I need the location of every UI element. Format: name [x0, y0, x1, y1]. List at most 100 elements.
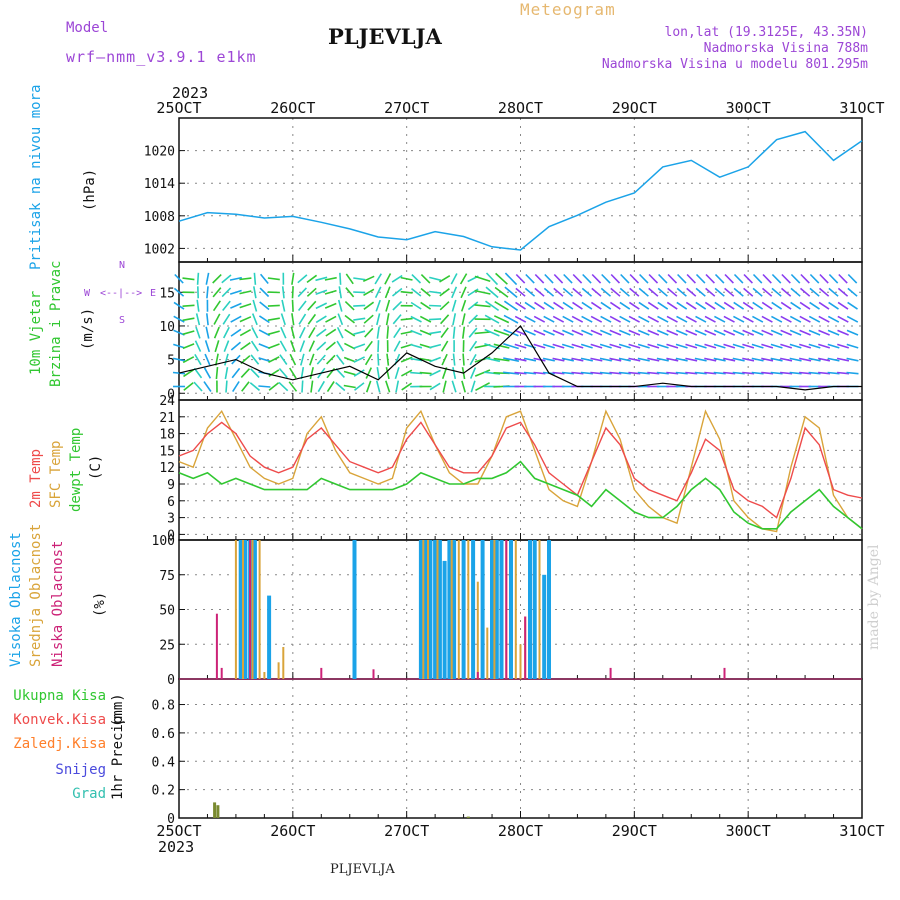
wind-arrow	[452, 353, 456, 366]
wind-arrow	[553, 273, 564, 284]
wind-arrow	[675, 371, 688, 375]
dewpoint-line	[178, 460, 863, 530]
model-elevation-label: Nadmorska Visina u modelu 801.295m	[601, 57, 868, 72]
wind-arrow	[474, 289, 491, 295]
cloud-bar	[427, 540, 429, 679]
wind-arrow	[572, 273, 583, 284]
wind-arrow	[819, 273, 829, 284]
x-tick-label-bottom: 26OCT	[270, 822, 315, 840]
wind-arrow	[580, 343, 593, 349]
wind-arrow	[561, 357, 574, 362]
wind-arrow	[657, 287, 668, 297]
wind-arrow	[666, 301, 678, 310]
y-tick-label: 0.4	[152, 755, 176, 770]
panel-frame-precipitation	[178, 678, 863, 819]
cloud-bar	[528, 540, 532, 679]
wind-arrow	[543, 329, 555, 336]
cloud-bar	[437, 540, 442, 679]
wind-arrow	[723, 357, 736, 362]
wind-arrow	[173, 343, 185, 349]
wind-arrow	[704, 315, 716, 323]
wind-arrow	[619, 301, 631, 310]
wind-arrow	[694, 357, 707, 362]
wind-arrow	[241, 381, 250, 392]
wind-arrow	[780, 329, 792, 336]
wind-arrow	[462, 326, 466, 339]
wind-arrow	[837, 329, 849, 336]
wind-arrow	[429, 369, 441, 377]
wind-arrow	[714, 301, 726, 310]
wind-arrow	[439, 275, 451, 283]
cloud-bar	[486, 627, 489, 679]
compass-west: W	[84, 288, 91, 299]
wind-arrow	[713, 343, 726, 349]
wind-arrow	[279, 340, 287, 352]
precip-bar	[213, 802, 217, 818]
y-tick-label: 1008	[144, 210, 175, 225]
wind-arrow	[600, 287, 612, 297]
wind-arrow	[571, 371, 584, 375]
wind-arrow	[808, 329, 821, 336]
wind-arrow	[847, 273, 858, 284]
wind-arrow	[230, 328, 242, 337]
wind-arrow	[515, 273, 526, 284]
y-tick-label: 75	[159, 569, 175, 584]
wind-arrow	[637, 371, 650, 375]
cloud-bar	[723, 667, 726, 679]
wind-arrow	[619, 287, 630, 297]
wind-arrow	[563, 273, 573, 284]
wind-arrow	[609, 329, 622, 336]
wind-arrow	[637, 329, 650, 336]
wind-arrow	[385, 299, 391, 312]
wind-arrow	[561, 343, 574, 349]
wind-arrow	[761, 371, 774, 375]
wind-arrow	[533, 357, 546, 362]
precip-legend-snow: Snijeg	[55, 762, 106, 778]
wind-arrow	[818, 343, 831, 349]
wind-arrow	[695, 315, 707, 323]
wind-arrow	[206, 313, 209, 326]
wind-arrow	[440, 314, 450, 325]
wind-arrow	[818, 301, 830, 310]
wind-arrow	[229, 276, 242, 281]
wind-arrow	[229, 289, 242, 295]
wind-arrow	[553, 301, 564, 310]
wind-arrow	[484, 314, 500, 324]
wind-arrow	[336, 326, 344, 339]
wind-arrow	[222, 326, 230, 339]
wind-arrow	[315, 315, 327, 324]
wind-arrow	[344, 314, 355, 324]
wind-arrow	[827, 329, 840, 336]
wind-arrow	[656, 329, 669, 336]
wind-arrow	[268, 356, 280, 364]
wind-arrow	[317, 380, 325, 393]
wind-arrow	[203, 381, 212, 392]
wind-arrow	[837, 343, 850, 349]
wind-arrow	[474, 275, 491, 283]
wind-arrow	[392, 314, 402, 325]
wind-arrow	[761, 301, 773, 310]
wind-arrow	[590, 357, 603, 362]
wind-arrow	[315, 276, 328, 282]
y-tick-label: 0.2	[152, 784, 175, 799]
wind-arrow	[353, 330, 366, 335]
wind-arrow	[770, 357, 783, 362]
wind-arrow	[714, 287, 725, 297]
wind-arrow	[194, 353, 202, 366]
cloud-bar	[267, 595, 272, 679]
wind-arrow	[196, 272, 200, 285]
wind-arrow	[591, 273, 602, 284]
wind-arrow	[686, 273, 696, 284]
wind-arrow	[429, 382, 441, 391]
wind-arrow	[771, 273, 782, 284]
wind-arrow	[581, 287, 593, 297]
wind-arrow	[638, 287, 649, 297]
wind-arrow	[581, 315, 593, 323]
wind-arrow	[581, 329, 593, 336]
wind-arrow	[675, 343, 688, 349]
wind-arrow	[300, 366, 305, 380]
wind-arrow	[268, 343, 280, 350]
wind-arrow	[324, 276, 337, 281]
wind-arrow	[524, 301, 536, 310]
cloud-bar	[547, 540, 551, 679]
